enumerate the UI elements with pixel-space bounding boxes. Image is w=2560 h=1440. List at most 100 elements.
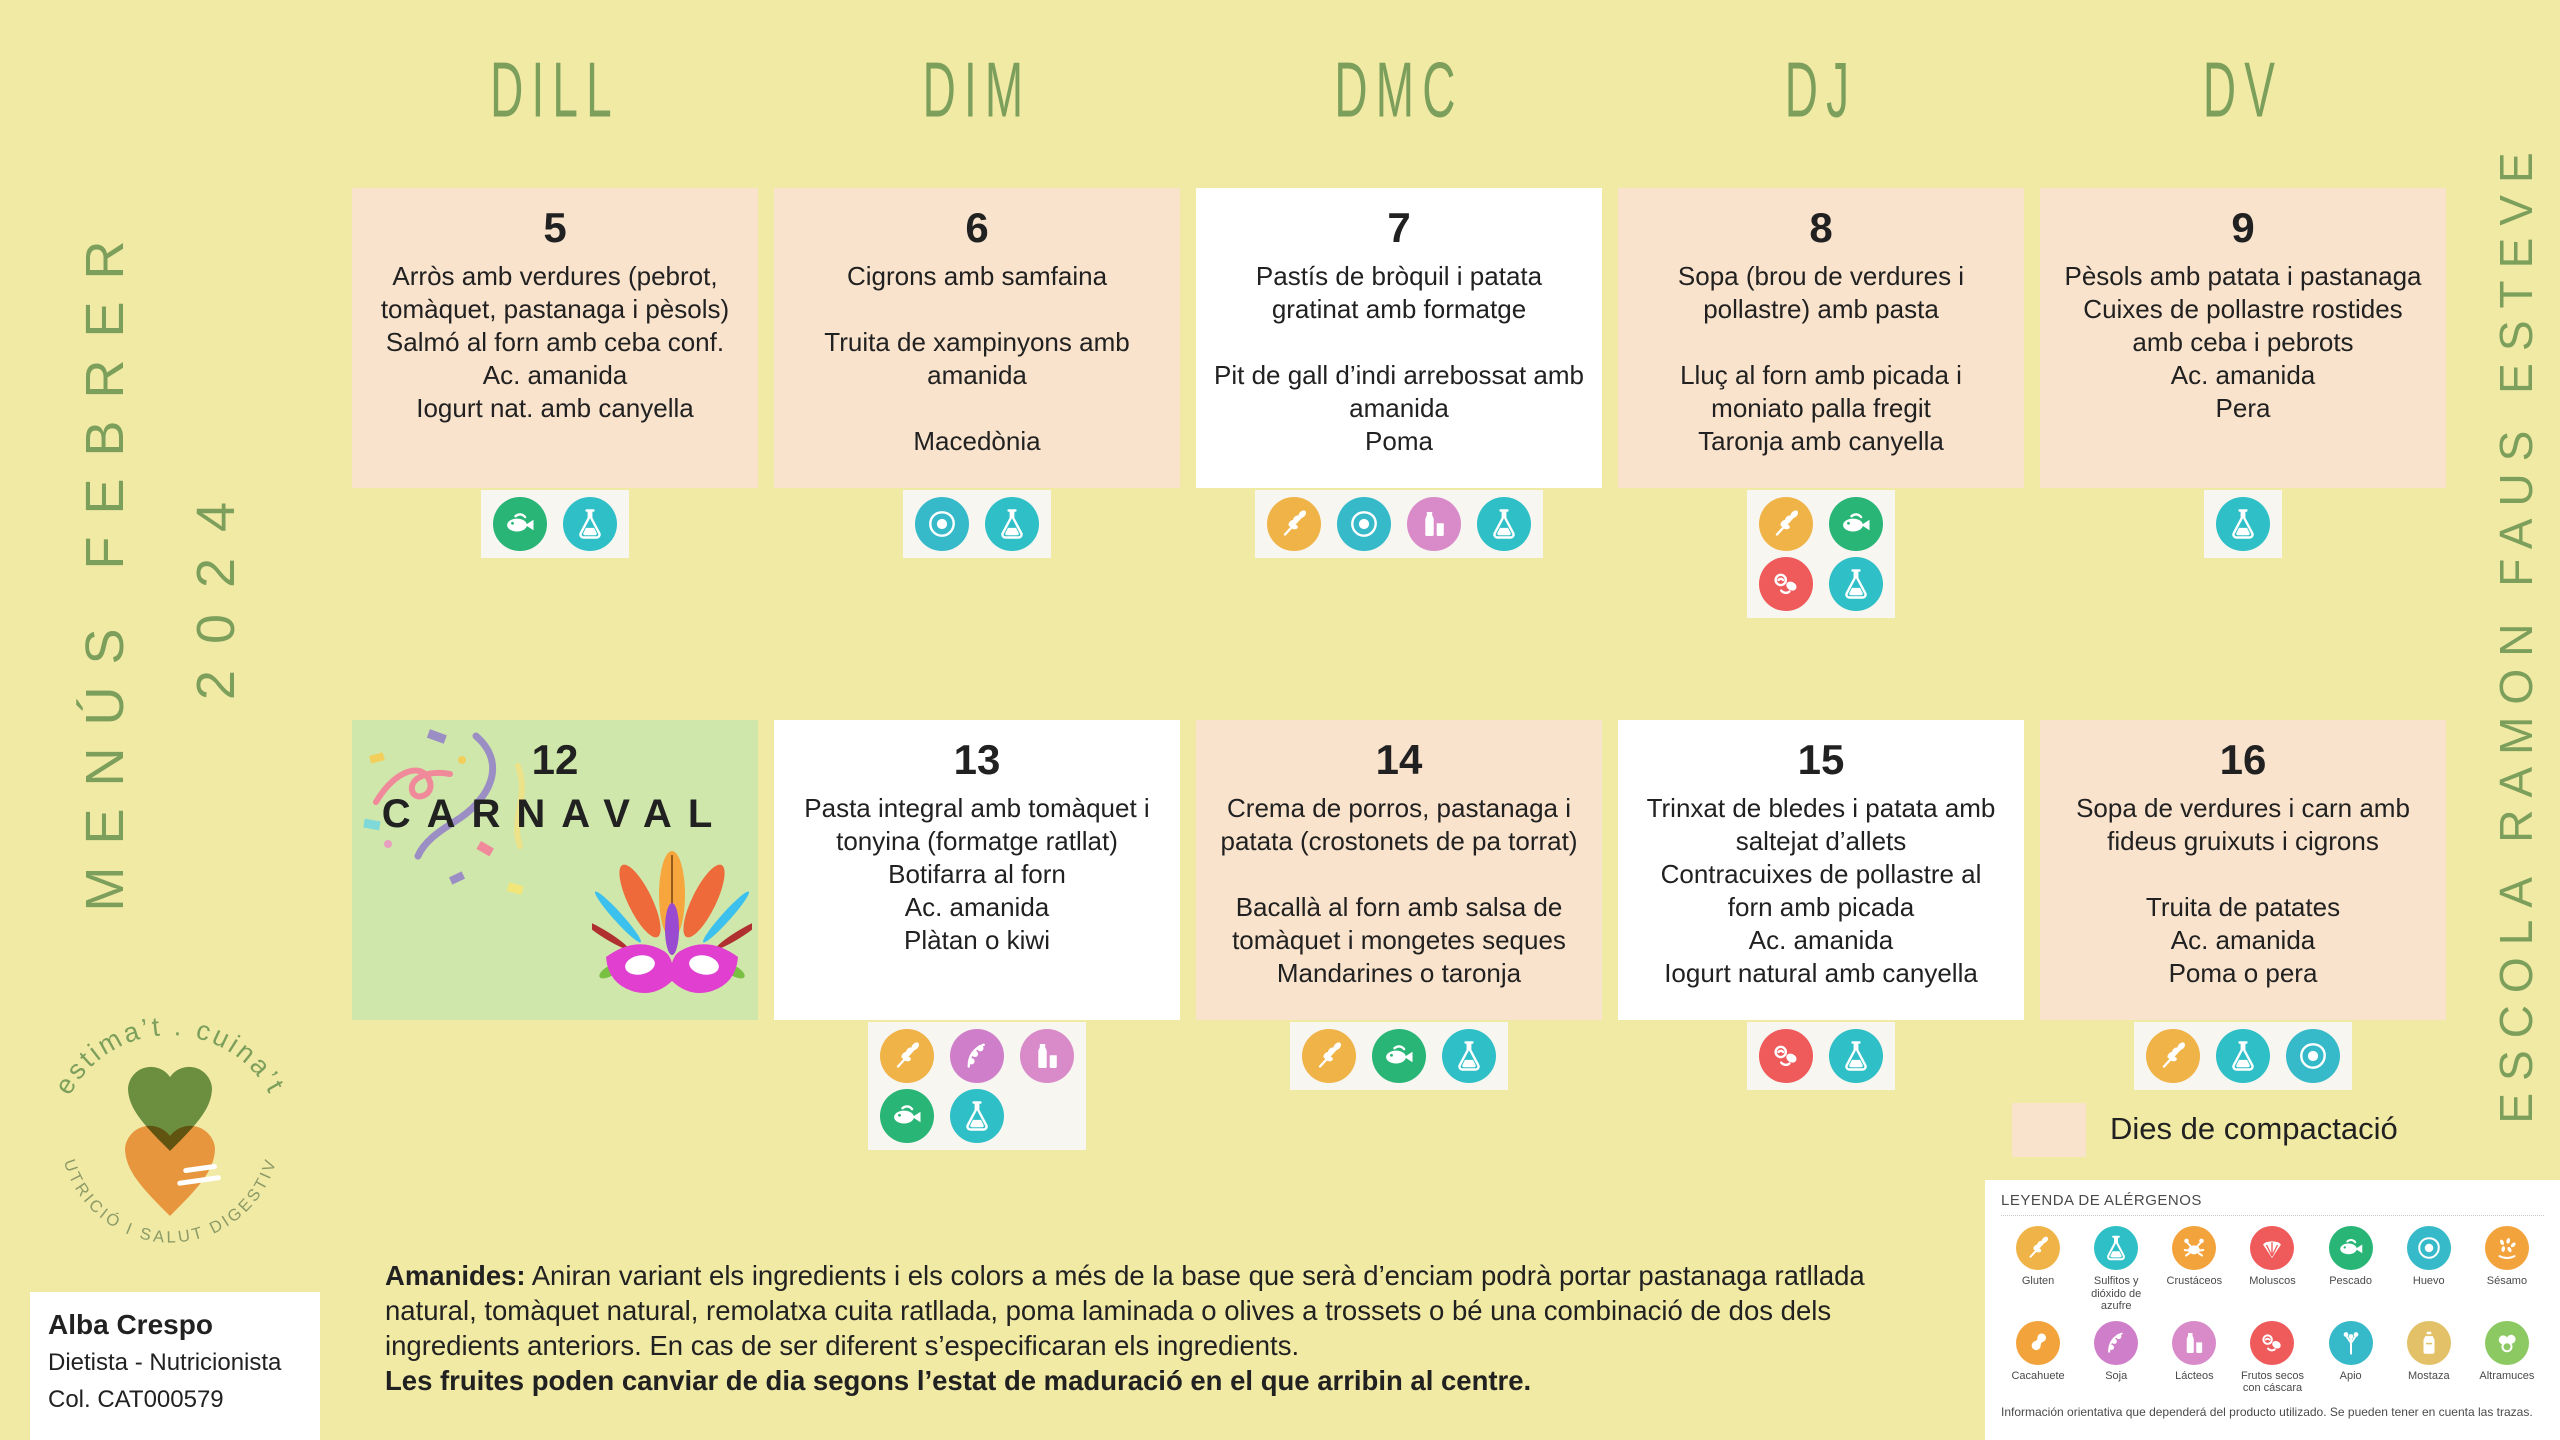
allergen-strip-row bbox=[1302, 1029, 1496, 1083]
logo-hearts-icon bbox=[125, 1066, 221, 1216]
dietitian-role: Dietista - Nutricionista bbox=[48, 1349, 282, 1376]
legend-item-label: Gluten bbox=[2021, 1275, 2055, 1287]
allergen-strip-row bbox=[1759, 497, 1883, 551]
gluten-icon bbox=[1267, 497, 1321, 551]
pescado-icon bbox=[1829, 497, 1883, 551]
day-number: 7 bbox=[1387, 204, 1411, 251]
weekday-header-dim: DIM bbox=[922, 45, 1032, 134]
pescado-icon bbox=[1372, 1029, 1426, 1083]
day-number: 8 bbox=[1809, 204, 1833, 251]
menu-line: Macedònia bbox=[913, 426, 1041, 456]
legend-item-pescado: Pescado bbox=[2314, 1226, 2388, 1313]
legend-item-moluscos: Moluscos bbox=[2235, 1226, 2309, 1313]
legend-item-label: Sulfitos y dióxido de azufre bbox=[2091, 1275, 2142, 1312]
legend-item-crustaceos: Crustáceos bbox=[2157, 1226, 2231, 1313]
legend-cacahuete-icon bbox=[2016, 1320, 2061, 1365]
carnival-label: CARNAVAL bbox=[381, 792, 729, 836]
menu-line: Mandarines o taronja bbox=[1276, 958, 1522, 988]
legend-mostaza-icon bbox=[2406, 1320, 2451, 1365]
compaction-day-label: Dies de compactació bbox=[2110, 1111, 2398, 1146]
legend-item-sesamo: Sésamo bbox=[2470, 1226, 2544, 1313]
poster-title-school: ESCOLA RAMON FAUS ESTEVE bbox=[2490, 140, 2542, 1124]
day-card-13: 13 Pasta integral amb tomàquet i tonyina … bbox=[774, 720, 1180, 1020]
legend-item-label: Apio bbox=[2339, 1369, 2362, 1382]
menu-line: Lluç al forn amb picada i moniato palla … bbox=[1680, 360, 1962, 423]
legend-item-altramuces: Altramuces bbox=[2470, 1320, 2544, 1395]
allergen-strip-row bbox=[880, 1029, 1074, 1083]
dietitian-name: Alba Crespo bbox=[48, 1309, 213, 1340]
legend-item-gluten: Gluten bbox=[2001, 1226, 2075, 1313]
day-card-14: 14 Crema de porros, pastanaga i patata (c… bbox=[1196, 720, 1602, 1020]
dietitian-credit-box: Alba Crespo Dietista - Nutricionista Col… bbox=[30, 1292, 320, 1440]
menu-line: Sopa de verdures i carn amb fideus gruix… bbox=[2076, 793, 2410, 856]
menu-line-spacer bbox=[1214, 326, 1584, 359]
menu-line: Pastís de bròquil i patata gratinat amb … bbox=[1255, 261, 1543, 324]
menu-line: Plàtan o kiwi bbox=[904, 925, 1050, 955]
menu-line: Ac. amanida bbox=[2170, 360, 2316, 390]
lacteos-icon bbox=[1407, 497, 1461, 551]
menu-line: Arròs amb verdures (pebrot, tomàquet, pa… bbox=[380, 261, 730, 324]
allergen-legend-title: LEYENDA DE ALÉRGENOS bbox=[2001, 1192, 2544, 1216]
legend-item-label: Crustáceos bbox=[2166, 1275, 2223, 1287]
allergen-strip-row bbox=[1759, 1029, 1883, 1083]
day-card-7: 7 Pastís de bròquil i patata gratinat amb… bbox=[1196, 188, 1602, 488]
menu-line: Pèsols amb patata i pastanaga bbox=[2064, 261, 2422, 291]
allergen-strip-day-13 bbox=[868, 1022, 1086, 1150]
allergen-strip-day-14 bbox=[1290, 1022, 1508, 1090]
fruit-note: Les fruites poden canviar de dia segons … bbox=[385, 1365, 1532, 1396]
huevo-icon bbox=[2286, 1029, 2340, 1083]
allergen-legend: LEYENDA DE ALÉRGENOS Gluten Sulfitos y di… bbox=[1985, 1180, 2560, 1440]
frutos_secos-icon bbox=[1759, 557, 1813, 611]
menu-line: Botifarra al forn bbox=[888, 859, 1066, 889]
poster-title-month: MENÚS FEBRER bbox=[75, 218, 135, 912]
menu-line: Truita de xampinyons amb amanida bbox=[824, 327, 1130, 390]
menu-line: Ac. amanida bbox=[1748, 925, 1894, 955]
legend-moluscos-icon bbox=[2250, 1226, 2295, 1270]
legend-item-mostaza: Mostaza bbox=[2392, 1320, 2466, 1395]
menu-line: Taronja amb canyella bbox=[1698, 426, 1944, 456]
menu-line: Bacallà al forn amb salsa de tomàquet i … bbox=[1232, 892, 1566, 955]
day-number: 15 bbox=[1797, 736, 1845, 783]
day-card-16: 16 Sopa de verdures i carn amb fideus gru… bbox=[2040, 720, 2446, 1020]
menu-line: Pit de gall d’indi arrebossat amb amanid… bbox=[1214, 360, 1584, 423]
compaction-day-swatch bbox=[2012, 1103, 2086, 1157]
allergen-legend-footer: Información orientativa que dependerá de… bbox=[2001, 1404, 2533, 1419]
legend-item-sulfitos: Sulfitos y dióxido de azufre bbox=[2079, 1226, 2153, 1313]
sulfitos-icon bbox=[985, 497, 1039, 551]
lacteos-icon bbox=[1020, 1029, 1074, 1083]
huevo-icon bbox=[1337, 497, 1391, 551]
day-number: 16 bbox=[2219, 736, 2267, 783]
menu-line: Poma o pera bbox=[2168, 958, 2318, 988]
menu-line-spacer bbox=[792, 392, 1162, 425]
legend-item-label: Soja bbox=[2105, 1369, 2128, 1382]
legend-item-label: Huevo bbox=[2412, 1275, 2445, 1287]
day-number: 13 bbox=[953, 736, 1001, 783]
legend-apio-icon bbox=[2328, 1320, 2373, 1365]
weekday-header-dj: DJ bbox=[1784, 45, 1858, 134]
legend-altramuces-icon bbox=[2484, 1320, 2529, 1365]
menu-line: Poma bbox=[1365, 426, 1433, 456]
legend-item-frutos_secos: Frutos secos con cáscara bbox=[2235, 1320, 2309, 1395]
allergen-strip-day-15 bbox=[1747, 1022, 1895, 1090]
menu-line-spacer bbox=[1636, 326, 2006, 359]
menu-line: Trinxat de bledes i patata amb saltejat … bbox=[1646, 793, 1996, 856]
sulfitos-icon bbox=[1442, 1029, 1496, 1083]
gluten-icon bbox=[1759, 497, 1813, 551]
day-card-15: 15 Trinxat de bledes i patata amb salteja… bbox=[1618, 720, 2024, 1020]
salads-note-lead: Amanides: bbox=[385, 1260, 526, 1291]
legend-sulfitos-icon bbox=[2094, 1226, 2139, 1270]
menu-line: Iogurt natural amb canyella bbox=[1664, 958, 1978, 988]
day-number: 14 bbox=[1375, 736, 1423, 783]
allergen-strip-day-5 bbox=[481, 490, 629, 558]
allergen-strip-day-16 bbox=[2134, 1022, 2352, 1090]
legend-item-apio: Apio bbox=[2314, 1320, 2388, 1395]
day-number: 6 bbox=[965, 204, 989, 251]
weekday-header-dmc: DMC bbox=[1334, 45, 1464, 134]
legend-item-label: Moluscos bbox=[2249, 1275, 2296, 1287]
legend-soja-icon bbox=[2094, 1320, 2139, 1365]
day-card-12: 12 CARNAVAL bbox=[352, 720, 761, 1020]
allergen-strip-row bbox=[880, 1089, 1004, 1143]
day-number: 5 bbox=[543, 204, 567, 251]
day-number: 9 bbox=[2231, 204, 2255, 251]
day-card-9: 9 Pèsols amb patata i pastanaga Cuixes de … bbox=[2040, 188, 2446, 488]
